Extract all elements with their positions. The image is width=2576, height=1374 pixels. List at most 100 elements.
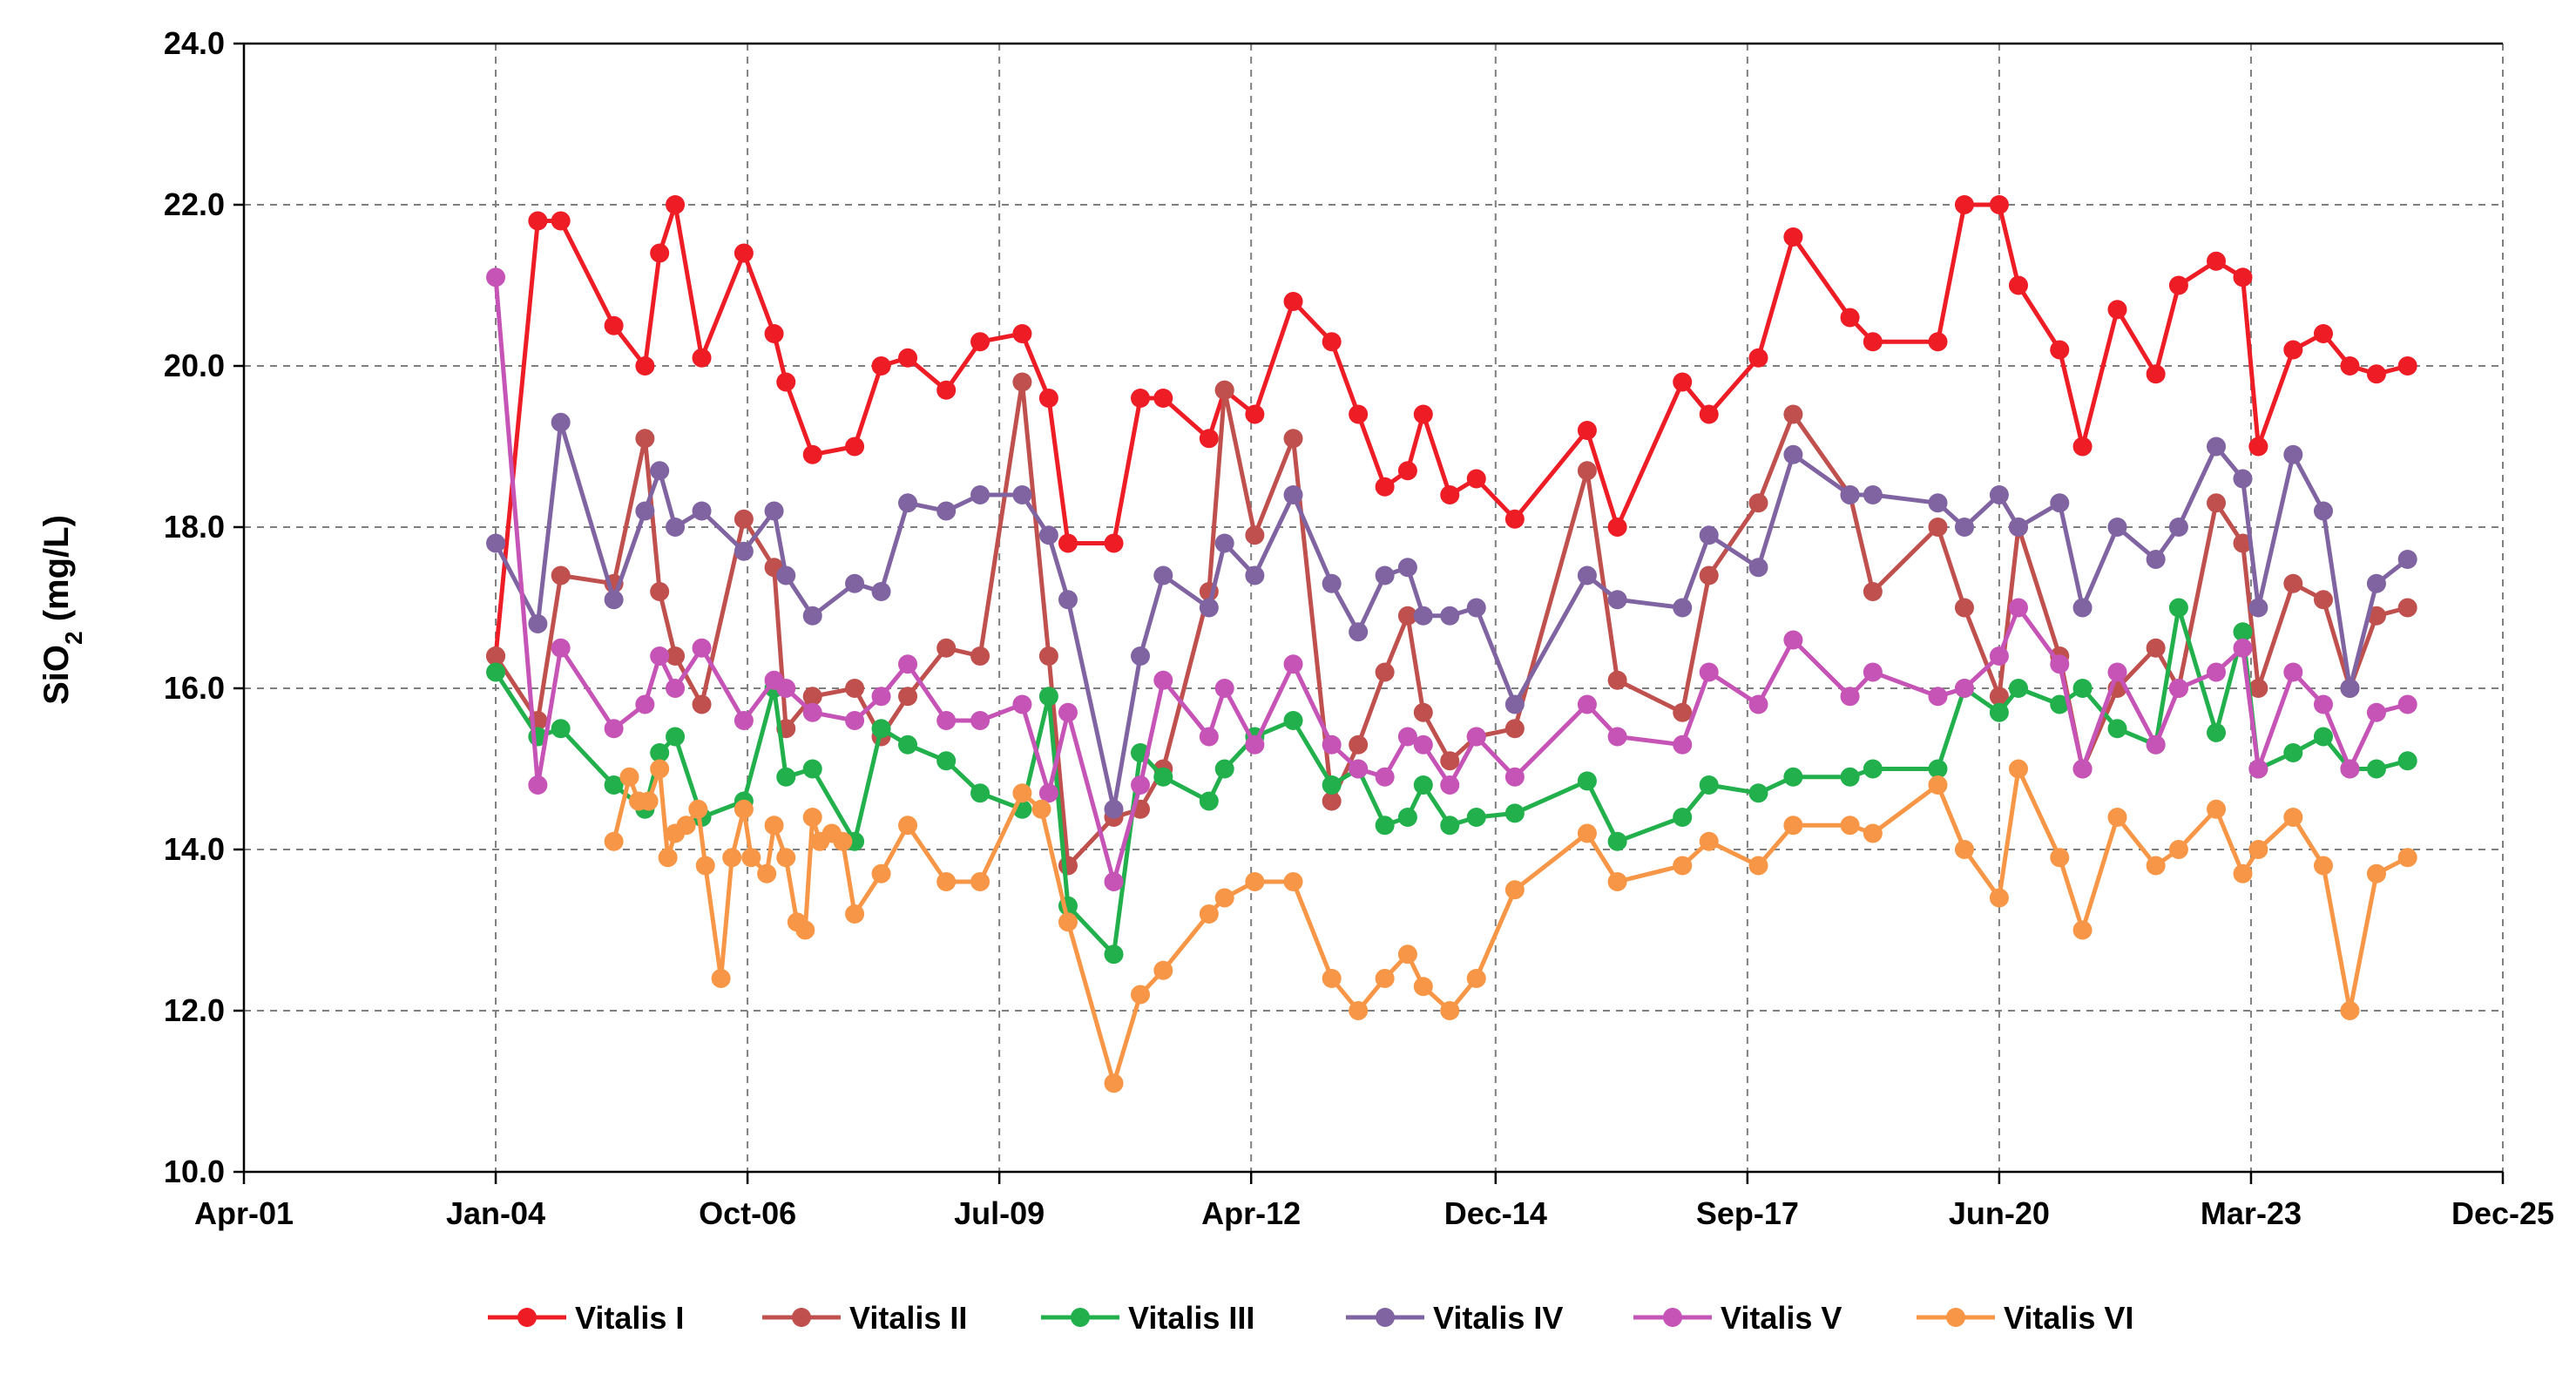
data-point	[1840, 767, 1860, 787]
legend-label: Vitalis I	[575, 1300, 684, 1336]
data-point	[2207, 799, 2227, 819]
data-point	[1748, 694, 1768, 714]
data-point	[2146, 550, 2166, 569]
x-tick-label: Jul-09	[954, 1195, 1045, 1231]
data-point	[845, 711, 865, 730]
data-point	[1031, 799, 1051, 819]
data-point	[2107, 808, 2127, 827]
data-point	[1104, 1073, 1124, 1093]
data-point	[2397, 550, 2417, 569]
data-point	[639, 791, 659, 811]
data-point	[1989, 485, 2009, 504]
data-point	[2366, 573, 2386, 593]
data-point	[1504, 880, 1525, 900]
data-point	[764, 501, 784, 521]
data-point	[666, 727, 686, 747]
data-point	[1038, 687, 1058, 707]
data-point	[1577, 565, 1597, 585]
data-point	[692, 694, 712, 714]
data-point	[1783, 630, 1803, 650]
x-tick-label: Dec-14	[1444, 1195, 1547, 1231]
series-line	[493, 202, 2409, 657]
x-tick-label: Jan-04	[446, 1195, 545, 1231]
data-point	[2168, 679, 2188, 698]
data-point	[1322, 573, 1342, 593]
data-point	[871, 863, 891, 883]
data-point	[802, 444, 822, 464]
data-point	[1928, 759, 1948, 779]
data-point	[2146, 638, 2166, 658]
data-point	[1440, 775, 1460, 795]
data-point	[650, 582, 670, 601]
data-point	[1504, 509, 1525, 529]
data-point	[1131, 985, 1151, 1005]
data-point	[1245, 565, 1265, 585]
data-point	[2233, 533, 2253, 553]
data-point	[635, 694, 655, 714]
data-point	[1989, 702, 2009, 722]
data-point	[1466, 469, 1486, 489]
data-point	[1153, 389, 1173, 408]
data-point	[1504, 719, 1525, 739]
data-point	[1954, 598, 1974, 618]
data-point	[1607, 727, 1627, 747]
data-point	[1840, 485, 1860, 504]
data-point	[802, 606, 822, 626]
data-point	[2248, 759, 2268, 779]
data-point	[1153, 565, 1173, 585]
data-point	[1349, 622, 1369, 642]
data-point	[551, 565, 571, 585]
data-point	[2072, 920, 2093, 940]
data-point	[692, 638, 712, 658]
legend-label: Vitalis II	[849, 1300, 967, 1336]
data-point	[2233, 267, 2253, 288]
data-point	[1863, 332, 1883, 352]
data-point	[1322, 734, 1342, 755]
data-point	[1699, 565, 1719, 585]
legend-marker	[1663, 1308, 1682, 1327]
data-point	[604, 831, 624, 851]
data-point	[2168, 518, 2188, 537]
data-point	[802, 687, 822, 707]
data-point	[845, 573, 865, 593]
data-point	[1989, 888, 2009, 908]
data-point	[757, 863, 777, 883]
data-point	[2283, 444, 2303, 464]
data-point	[1012, 694, 1032, 714]
x-tick-label: Mar-23	[2201, 1195, 2302, 1231]
data-point	[2008, 759, 2028, 779]
data-point	[1397, 461, 1417, 481]
data-point	[2248, 840, 2268, 859]
data-point	[650, 646, 670, 666]
y-tick-label: 18.0	[164, 509, 225, 545]
data-point	[666, 646, 686, 666]
data-point	[486, 533, 506, 553]
data-point	[1375, 816, 1395, 836]
data-point	[1214, 679, 1234, 698]
data-point	[898, 493, 918, 513]
data-point	[1783, 444, 1803, 464]
legend-item: Vitalis VI	[1917, 1300, 2133, 1336]
data-point	[2146, 734, 2166, 755]
data-point	[1863, 662, 1883, 682]
series-vitalis-i	[486, 195, 2417, 666]
data-point	[898, 687, 918, 707]
series-vitalis-vi	[604, 759, 2417, 1093]
data-point	[2340, 1001, 2360, 1020]
data-point	[776, 565, 796, 585]
data-point	[1699, 525, 1719, 545]
data-point	[1466, 727, 1486, 747]
data-point	[650, 243, 670, 263]
y-tick-label: 24.0	[164, 25, 225, 61]
x-tick-label: Oct-06	[699, 1195, 796, 1231]
data-point	[2146, 364, 2166, 384]
data-point	[734, 799, 754, 819]
data-point	[1131, 389, 1151, 408]
legend-label: Vitalis III	[1128, 1300, 1254, 1336]
legend-marker	[1946, 1308, 1965, 1327]
data-point	[1863, 759, 1883, 779]
data-point	[2072, 759, 2093, 779]
data-point	[1322, 969, 1342, 988]
data-point	[764, 816, 784, 836]
data-point	[1038, 783, 1058, 803]
